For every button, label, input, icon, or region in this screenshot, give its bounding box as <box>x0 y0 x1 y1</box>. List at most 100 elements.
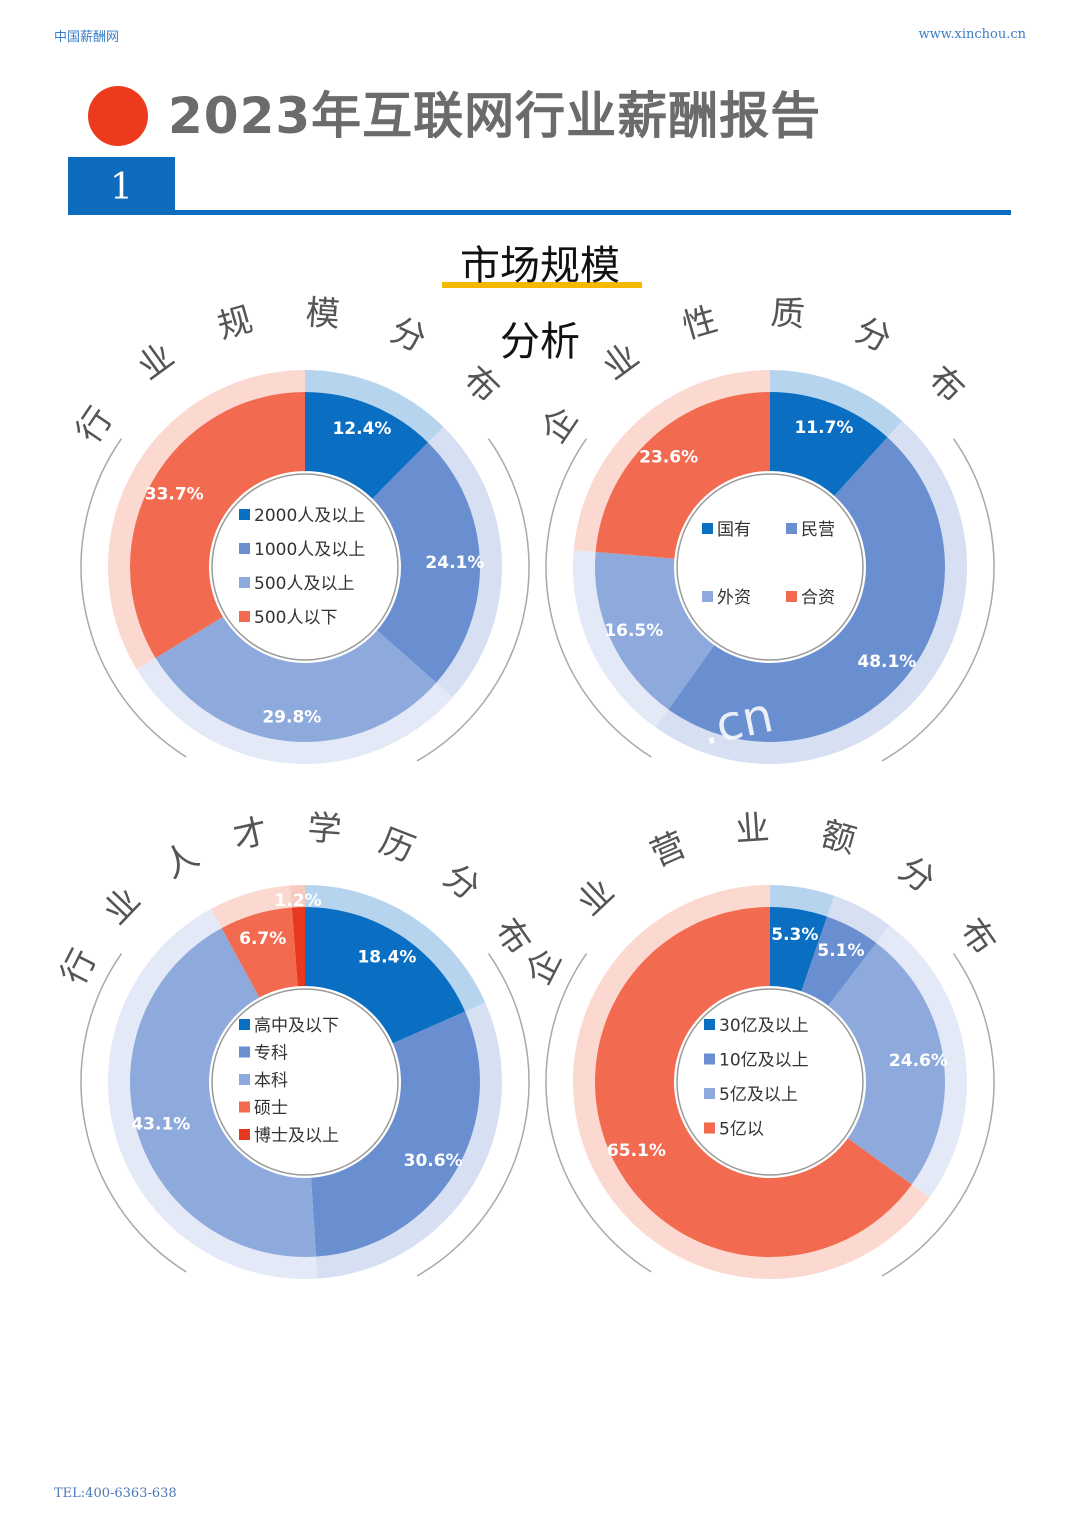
chart-title-char: 人 <box>156 835 205 887</box>
chart-title-char: 企 <box>519 943 570 991</box>
title-dot <box>88 86 148 146</box>
decorative-arc-right <box>416 953 530 1277</box>
slice <box>770 907 828 992</box>
donut-center <box>676 473 864 661</box>
slice-outer-ring <box>655 420 967 764</box>
section-number: 1 <box>68 157 175 215</box>
data-label: 29.8% <box>262 707 321 727</box>
chart-title-char: 营 <box>645 825 692 875</box>
data-label: 6.7% <box>239 929 286 949</box>
chart-title-char: 学 <box>306 808 343 851</box>
chart-title-char: 布 <box>455 358 507 410</box>
data-label: 24.6% <box>889 1051 948 1071</box>
chart-title-char: 业 <box>130 336 181 388</box>
slice-outer-ring <box>427 426 503 698</box>
chart-title-char: 模 <box>304 293 341 335</box>
chart-title-char: 布 <box>920 358 972 410</box>
slice-outer-ring <box>107 908 318 1279</box>
legend-label: 高中及以下 <box>254 1016 339 1036</box>
section-title: 市场规模 <box>460 243 620 289</box>
chart-title-char: 才 <box>230 811 272 857</box>
slice <box>155 616 437 742</box>
slice <box>595 551 715 710</box>
donut-center <box>211 473 399 661</box>
site-url: www.xinchou.cn <box>918 27 1026 42</box>
data-label: 12.4% <box>332 419 391 439</box>
chart-title-char: 企 <box>534 400 586 451</box>
slice <box>291 907 305 987</box>
slice-outer-ring <box>108 370 306 670</box>
data-label: 24.1% <box>425 553 484 573</box>
chart-title-char: 行 <box>54 943 105 991</box>
chart-title-char: 行 <box>69 400 121 451</box>
report-title: 2023年互联网行业薪酬报告 <box>168 87 822 145</box>
data-label: 33.7% <box>145 485 204 505</box>
legend-label: 10亿及以上 <box>719 1051 809 1071</box>
slice <box>770 392 888 496</box>
slice <box>311 1011 480 1257</box>
legend-swatch <box>704 1122 715 1134</box>
chart-title-char: 业 <box>595 336 646 388</box>
legend-label: 500人及以上 <box>254 574 354 594</box>
section-subtitle: 分析 <box>500 319 580 365</box>
slice-outer-ring <box>211 885 292 929</box>
slice <box>828 942 945 1185</box>
legend-label: 国有 <box>717 520 751 540</box>
chart-title-char: 分 <box>436 856 487 908</box>
legend-label: 1000人及以上 <box>254 540 365 560</box>
data-label: 48.1% <box>857 652 916 672</box>
slice <box>372 442 480 683</box>
chart-title-char: 业 <box>570 871 622 923</box>
slice <box>130 392 305 658</box>
data-label: 5.3% <box>771 925 818 945</box>
site-name: 中国薪酬网 <box>54 30 120 45</box>
donut-center <box>676 988 864 1176</box>
data-label: 1.2% <box>275 891 322 911</box>
legend-swatch <box>239 577 250 588</box>
legend-swatch <box>704 1019 715 1030</box>
data-label: 23.6% <box>639 447 698 467</box>
data-label: 16.5% <box>604 621 663 641</box>
legend-swatch <box>704 1053 715 1065</box>
slice-outer-ring <box>572 549 669 728</box>
legend-swatch <box>239 1074 250 1085</box>
slice-outer-ring <box>876 925 968 1198</box>
slice-outer-ring <box>770 885 835 917</box>
data-label: 5.1% <box>817 941 864 961</box>
slice-outer-ring <box>305 885 486 1012</box>
slice <box>594 907 912 1258</box>
section-title-underline <box>442 282 642 288</box>
legend-swatch <box>239 611 250 622</box>
decorative-arc-left <box>80 953 187 1273</box>
data-label: 30.6% <box>404 1151 463 1171</box>
data-label: 65.1% <box>607 1141 666 1161</box>
slice <box>595 392 770 559</box>
chart-title-char: 额 <box>817 814 861 862</box>
legend-label: 博士及以上 <box>254 1126 339 1146</box>
slice-outer-ring <box>305 370 444 443</box>
decorative-arc-left <box>80 438 187 758</box>
legend-label: 外资 <box>717 588 751 608</box>
legend-swatch <box>704 1088 715 1099</box>
legend-swatch <box>239 543 250 554</box>
legend-swatch <box>239 1101 250 1113</box>
chart-title-char: 布 <box>952 911 1004 962</box>
legend-swatch <box>239 1046 250 1058</box>
chart-title-char: 历 <box>374 821 420 871</box>
legend-swatch <box>239 1019 250 1030</box>
slice <box>801 916 877 1006</box>
section-rule <box>68 210 1011 215</box>
donut-chart-4: 5.3%5.1%24.6%65.1%30亿及以上10亿及以上5亿及以上5亿以企业… <box>519 808 1004 1279</box>
decorative-arc-right <box>881 438 995 762</box>
chart-title-char: 分 <box>849 310 896 360</box>
legend-label: 5亿以 <box>719 1120 764 1140</box>
slice <box>305 907 466 1044</box>
legend-label: 硕士 <box>254 1099 288 1119</box>
legend-label: 2000人及以上 <box>254 506 365 526</box>
legend-swatch <box>786 591 797 602</box>
data-label: 18.4% <box>357 947 416 967</box>
slice <box>668 437 945 742</box>
donut-center <box>211 988 399 1176</box>
